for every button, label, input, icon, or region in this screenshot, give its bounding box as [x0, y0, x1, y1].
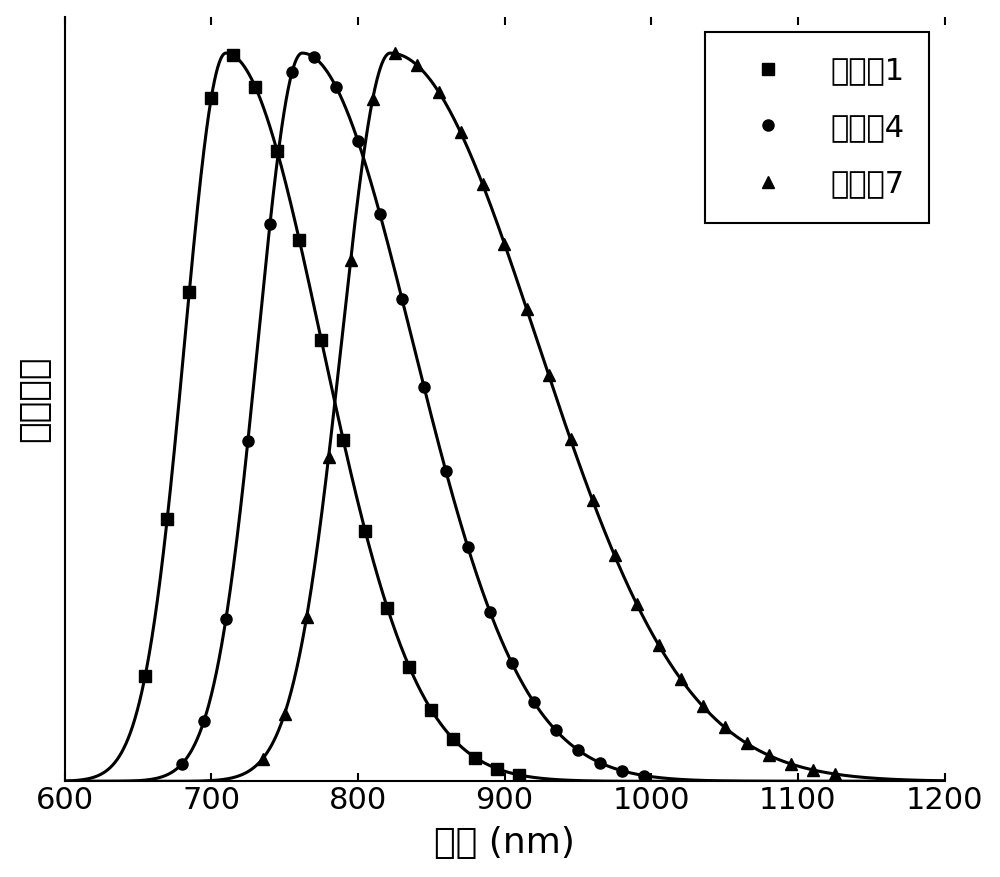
化合物7 — [543, 369, 555, 380]
化合物4 — [198, 716, 210, 726]
化合物7 — [323, 452, 335, 462]
化合物7 — [498, 239, 510, 249]
化合物1 — [293, 234, 305, 245]
化合物4 — [286, 68, 298, 78]
化合物7 — [345, 254, 357, 265]
化合物4 — [264, 219, 276, 230]
化合物4 — [616, 766, 628, 776]
化合物7 — [455, 127, 467, 138]
化合物1 — [227, 50, 239, 61]
化合物7 — [675, 674, 687, 684]
化合物4 — [418, 381, 430, 392]
化合物7 — [477, 179, 489, 189]
化合物1 — [491, 764, 503, 774]
化合物1 — [447, 734, 459, 745]
化合物4 — [572, 745, 584, 755]
化合物1 — [425, 704, 437, 715]
化合物1 — [249, 82, 261, 92]
Line: 化合物4: 化合物4 — [176, 52, 649, 781]
化合物4 — [550, 725, 562, 736]
化合物7 — [257, 753, 269, 764]
化合物4 — [242, 435, 254, 446]
化合物4 — [176, 759, 188, 769]
化合物4 — [440, 467, 452, 477]
化合物1 — [161, 513, 173, 524]
化合物7 — [609, 550, 621, 560]
化合物7 — [631, 598, 643, 609]
化合物7 — [653, 639, 665, 650]
化合物4 — [484, 607, 496, 617]
化合物7 — [521, 303, 533, 314]
化合物4 — [330, 82, 342, 92]
Y-axis label: 发光强度: 发光强度 — [17, 356, 51, 442]
化合物1 — [183, 287, 195, 297]
化合物7 — [565, 434, 577, 445]
化合物1 — [513, 770, 525, 781]
化合物4 — [374, 209, 386, 219]
Line: 化合物1: 化合物1 — [140, 50, 525, 781]
化合物7 — [411, 60, 423, 70]
化合物4 — [396, 294, 408, 304]
化合物7 — [433, 87, 445, 97]
Legend: 化合物1, 化合物4, 化合物7: 化合物1, 化合物4, 化合物7 — [705, 32, 929, 223]
Line: 化合物7: 化合物7 — [257, 48, 840, 780]
化合物4 — [220, 614, 232, 624]
化合物1 — [315, 334, 327, 345]
化合物4 — [308, 52, 320, 62]
化合物1 — [381, 602, 393, 613]
化合物1 — [271, 146, 283, 157]
化合物1 — [139, 670, 151, 681]
化合物1 — [337, 435, 349, 446]
化合物4 — [462, 542, 474, 553]
化合物7 — [389, 48, 401, 59]
化合物1 — [205, 93, 217, 103]
化合物4 — [506, 658, 518, 668]
化合物7 — [719, 722, 731, 732]
化合物7 — [587, 495, 599, 505]
X-axis label: 波长 (nm): 波长 (nm) — [434, 826, 575, 860]
化合物7 — [367, 94, 379, 104]
化合物4 — [638, 770, 650, 781]
化合物1 — [359, 526, 371, 537]
化合物1 — [469, 752, 481, 763]
化合物7 — [741, 738, 753, 749]
化合物7 — [697, 701, 709, 711]
化合物4 — [352, 136, 364, 146]
化合物1 — [403, 661, 415, 672]
化合物4 — [594, 758, 606, 768]
化合物7 — [763, 750, 775, 760]
化合物4 — [528, 697, 540, 708]
化合物7 — [279, 709, 291, 719]
化合物7 — [807, 765, 819, 775]
化合物7 — [829, 769, 841, 780]
化合物7 — [301, 612, 313, 623]
化合物7 — [785, 759, 797, 769]
